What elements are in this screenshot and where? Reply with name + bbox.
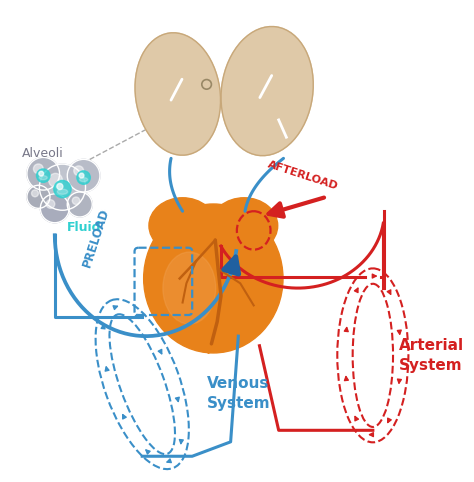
Circle shape xyxy=(49,174,63,187)
Circle shape xyxy=(36,169,50,182)
Polygon shape xyxy=(144,283,273,353)
Circle shape xyxy=(39,171,44,176)
Circle shape xyxy=(34,164,43,174)
Ellipse shape xyxy=(163,252,216,324)
Ellipse shape xyxy=(57,189,68,194)
Circle shape xyxy=(31,190,38,197)
Circle shape xyxy=(57,184,63,189)
Circle shape xyxy=(67,192,92,217)
Ellipse shape xyxy=(149,198,216,254)
Text: Venous
System: Venous System xyxy=(207,376,270,411)
Circle shape xyxy=(67,160,100,192)
Circle shape xyxy=(46,200,55,208)
Circle shape xyxy=(79,173,84,178)
Text: Fluid: Fluid xyxy=(67,221,102,234)
Circle shape xyxy=(54,180,71,198)
Ellipse shape xyxy=(135,33,220,155)
Text: Alveoli: Alveoli xyxy=(22,147,64,160)
Ellipse shape xyxy=(80,177,88,182)
Circle shape xyxy=(74,166,83,175)
Text: Arterial
System: Arterial System xyxy=(399,338,464,373)
Text: AFTERLOAD: AFTERLOAD xyxy=(266,160,339,192)
Circle shape xyxy=(40,194,69,223)
Text: PRELOAD: PRELOAD xyxy=(81,207,112,269)
Circle shape xyxy=(27,185,50,208)
Circle shape xyxy=(27,158,60,190)
Circle shape xyxy=(77,171,91,184)
Circle shape xyxy=(72,197,80,204)
Circle shape xyxy=(39,164,85,210)
Ellipse shape xyxy=(144,204,283,353)
Ellipse shape xyxy=(221,27,313,156)
Ellipse shape xyxy=(39,175,47,180)
Ellipse shape xyxy=(210,198,278,254)
